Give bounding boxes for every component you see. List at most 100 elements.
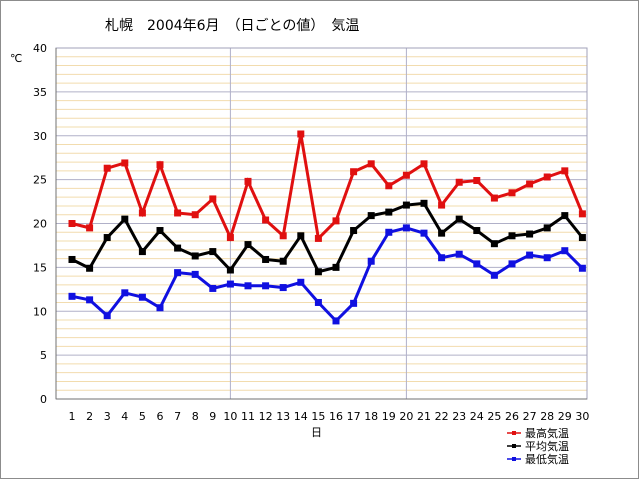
x-axis-label: 日	[311, 426, 322, 439]
data-point	[156, 161, 164, 169]
data-point	[138, 209, 146, 217]
data-point	[191, 270, 199, 278]
data-point	[279, 257, 287, 265]
data-point	[121, 289, 129, 297]
data-point	[490, 240, 498, 248]
data-point	[262, 282, 270, 290]
x-tick-label: 11	[241, 410, 255, 423]
y-tick-label: 25	[33, 174, 47, 187]
x-tick-label: 26	[505, 410, 519, 423]
series-line	[71, 201, 584, 274]
x-tick-label: 16	[329, 410, 343, 423]
chart-title: 札幌 2004年6月 （日ごとの値） 気温	[105, 18, 359, 34]
data-point	[508, 232, 516, 240]
data-point	[455, 250, 463, 258]
data-point	[103, 312, 111, 320]
data-point	[103, 234, 111, 242]
data-point	[508, 189, 516, 197]
data-point	[473, 227, 481, 235]
data-point	[68, 255, 76, 263]
y-tick-label: 10	[33, 305, 47, 318]
series-line	[71, 226, 584, 324]
x-tick-label: 10	[223, 410, 237, 423]
y-tick-label: 15	[33, 261, 47, 274]
x-tick-label: 30	[575, 410, 589, 423]
data-point	[385, 182, 393, 190]
data-point	[402, 201, 410, 209]
data-point	[455, 178, 463, 186]
data-point	[455, 215, 463, 223]
data-point	[209, 284, 217, 292]
data-point	[209, 248, 217, 256]
data-point	[156, 304, 164, 312]
data-point	[350, 168, 358, 176]
x-tick-label: 14	[294, 410, 308, 423]
data-point	[420, 229, 428, 237]
data-point	[543, 254, 551, 262]
y-tick-label: 40	[33, 42, 47, 55]
x-tick-label: 27	[523, 410, 537, 423]
data-point	[244, 177, 252, 185]
x-tick-label: 17	[347, 410, 361, 423]
x-tick-label: 29	[558, 410, 572, 423]
data-point	[350, 299, 358, 307]
legend-marker	[512, 444, 516, 448]
data-point	[508, 260, 516, 268]
data-point	[561, 167, 569, 175]
data-point	[191, 252, 199, 260]
x-tick-label: 12	[259, 410, 273, 423]
data-point	[297, 130, 305, 138]
data-point	[473, 177, 481, 185]
data-point	[543, 224, 551, 232]
x-tick-label: 8	[192, 410, 199, 423]
x-tick-label: 24	[470, 410, 484, 423]
y-tick-label: 35	[33, 86, 47, 99]
data-point	[86, 264, 94, 272]
data-point	[438, 254, 446, 262]
legend-marker	[512, 431, 516, 435]
data-point	[490, 194, 498, 202]
y-tick-label: 30	[33, 130, 47, 143]
data-point	[526, 180, 534, 188]
data-point	[385, 228, 393, 236]
data-point	[526, 230, 534, 238]
x-tick-label: 6	[157, 410, 164, 423]
data-point	[121, 159, 129, 167]
data-point	[156, 227, 164, 235]
x-tick-label: 22	[435, 410, 449, 423]
legend-label: 最低気温	[525, 452, 569, 466]
x-tick-label: 28	[540, 410, 554, 423]
data-point	[402, 171, 410, 179]
legend-marker	[512, 457, 516, 461]
data-point	[297, 232, 305, 240]
data-point	[350, 227, 358, 235]
data-point	[174, 244, 182, 252]
data-point	[191, 211, 199, 219]
data-point	[226, 234, 234, 242]
data-point	[332, 217, 340, 225]
x-tick-label: 13	[276, 410, 290, 423]
data-point	[226, 266, 234, 274]
data-point	[385, 208, 393, 216]
x-tick-label: 18	[364, 410, 378, 423]
data-point	[314, 268, 322, 276]
data-point	[121, 215, 129, 223]
x-tick-label: 3	[104, 410, 111, 423]
x-tick-label: 19	[382, 410, 396, 423]
data-point	[367, 160, 375, 168]
data-point	[68, 220, 76, 227]
data-point	[332, 317, 340, 325]
data-point	[262, 216, 270, 224]
series-line	[71, 133, 584, 242]
data-point	[420, 160, 428, 168]
data-point	[578, 210, 586, 218]
data-point	[367, 257, 375, 265]
y-tick-label: 5	[40, 349, 47, 362]
y-tick-label: 0	[40, 393, 47, 406]
x-tick-label: 2	[86, 410, 93, 423]
data-point	[561, 212, 569, 220]
data-point	[297, 278, 305, 286]
